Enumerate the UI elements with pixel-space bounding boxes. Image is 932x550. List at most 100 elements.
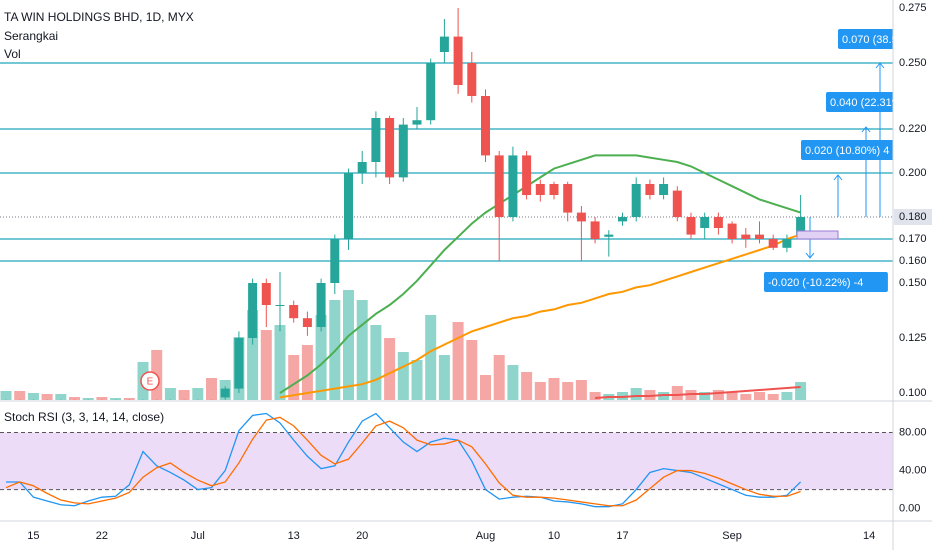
y-tick-label: 40.00 <box>899 464 927 476</box>
arrow-head <box>875 62 885 69</box>
candle-body <box>604 234 614 237</box>
volume-bar <box>630 388 642 400</box>
volume-bar <box>397 352 409 400</box>
stoch-title: Stoch RSI (3, 3, 14, 14, close) <box>4 410 164 424</box>
projection-label: -0.020 (-10.22%) -4 <box>768 277 863 289</box>
candle-body <box>56 402 65 404</box>
candle-body <box>713 217 723 228</box>
volume-bar <box>726 392 738 400</box>
candle-body <box>180 402 189 404</box>
x-tick-label: 10 <box>548 530 560 542</box>
x-tick-label: 14 <box>863 530 875 542</box>
earnings-label[interactable]: E <box>147 377 154 388</box>
volume-bar <box>589 392 601 400</box>
x-tick-label: Jul <box>191 530 205 542</box>
candle-body <box>576 212 586 222</box>
volume-bar <box>164 388 176 400</box>
volume-bar <box>521 372 533 400</box>
candle-body <box>2 402 11 404</box>
volume-bar <box>425 315 437 400</box>
candle-body <box>385 118 395 178</box>
volume-bar <box>110 398 122 400</box>
candle-body <box>727 223 737 239</box>
candle-body <box>522 155 532 195</box>
x-tick-label: Sep <box>722 530 742 542</box>
candle-body <box>453 36 463 85</box>
y-tick-label: 0.00 <box>899 502 920 514</box>
volume-bar <box>178 390 190 400</box>
candle-body <box>371 118 381 162</box>
candle-body <box>481 96 490 156</box>
x-tick-label: 13 <box>288 530 300 542</box>
indicator-label: Vol <box>4 47 21 61</box>
candle-body <box>302 318 312 327</box>
volume-bar <box>548 378 560 400</box>
volume <box>0 290 807 400</box>
last-price-label: 0.180 <box>899 211 927 223</box>
candle-body <box>166 402 175 404</box>
candle-body <box>700 217 710 228</box>
earnings-marker[interactable] <box>140 371 160 391</box>
candles <box>2 8 806 404</box>
candle-body <box>193 402 202 404</box>
volume-bar <box>247 310 259 400</box>
arrow-head <box>861 126 871 133</box>
x-tick-label: 15 <box>27 530 39 542</box>
candle-body <box>261 283 271 305</box>
candle-body <box>590 221 600 239</box>
x-tick-label: 20 <box>356 530 368 542</box>
volume-bar <box>575 380 587 400</box>
candle-body <box>686 217 696 235</box>
moving-averages <box>279 154 801 399</box>
candle-body <box>357 162 367 173</box>
volume-bar <box>192 388 204 400</box>
y-tick-label: 0.275 <box>899 2 927 14</box>
moving-average <box>279 154 801 394</box>
candle-body <box>70 402 79 404</box>
candle-body <box>248 283 258 338</box>
arrow-head <box>805 252 815 259</box>
volume-bar <box>14 391 26 400</box>
axes: 0.250 0.220 0.200 0.170 0.160 0.100 0.125 0.150… <box>27 2 932 542</box>
candle-body <box>29 402 38 404</box>
volume-bar <box>754 392 765 400</box>
volume-bar <box>27 393 39 400</box>
volume-bar <box>69 397 80 400</box>
candle-body <box>631 184 641 217</box>
candle-body <box>426 63 436 121</box>
volume-bar <box>315 315 327 400</box>
stoch-line <box>6 412 802 508</box>
candle-body <box>111 402 120 404</box>
volume-bar <box>356 300 368 400</box>
candle-body <box>97 402 106 404</box>
candle-body <box>316 283 326 327</box>
volume-bar <box>384 338 396 400</box>
volume-bar <box>781 392 793 400</box>
candle-body <box>234 338 244 389</box>
volume-bar <box>795 382 807 400</box>
candle-body <box>494 155 504 217</box>
volume-bar <box>206 378 217 400</box>
candle-body <box>782 239 792 248</box>
volume-bar <box>671 386 683 400</box>
candle-body <box>412 120 422 125</box>
volume-bar <box>767 394 779 400</box>
level-label: 0.200 <box>899 167 927 179</box>
candle-body <box>43 402 52 404</box>
candle-body <box>549 184 559 195</box>
x-tick-label: Aug <box>476 530 496 542</box>
y-tick-label: 80.00 <box>899 426 927 438</box>
volume-bar <box>452 322 464 400</box>
candle-body <box>755 234 764 239</box>
last-price-box <box>894 209 932 225</box>
volume-bar <box>82 398 94 400</box>
volume-bar <box>411 360 423 400</box>
candle-body <box>618 217 627 222</box>
candle-body <box>207 402 216 404</box>
x-tick-label: 17 <box>616 530 628 542</box>
stoch-line <box>5 416 801 507</box>
level-label: 0.220 <box>899 123 927 135</box>
candle-body <box>152 402 161 404</box>
volume-bar <box>96 397 108 400</box>
